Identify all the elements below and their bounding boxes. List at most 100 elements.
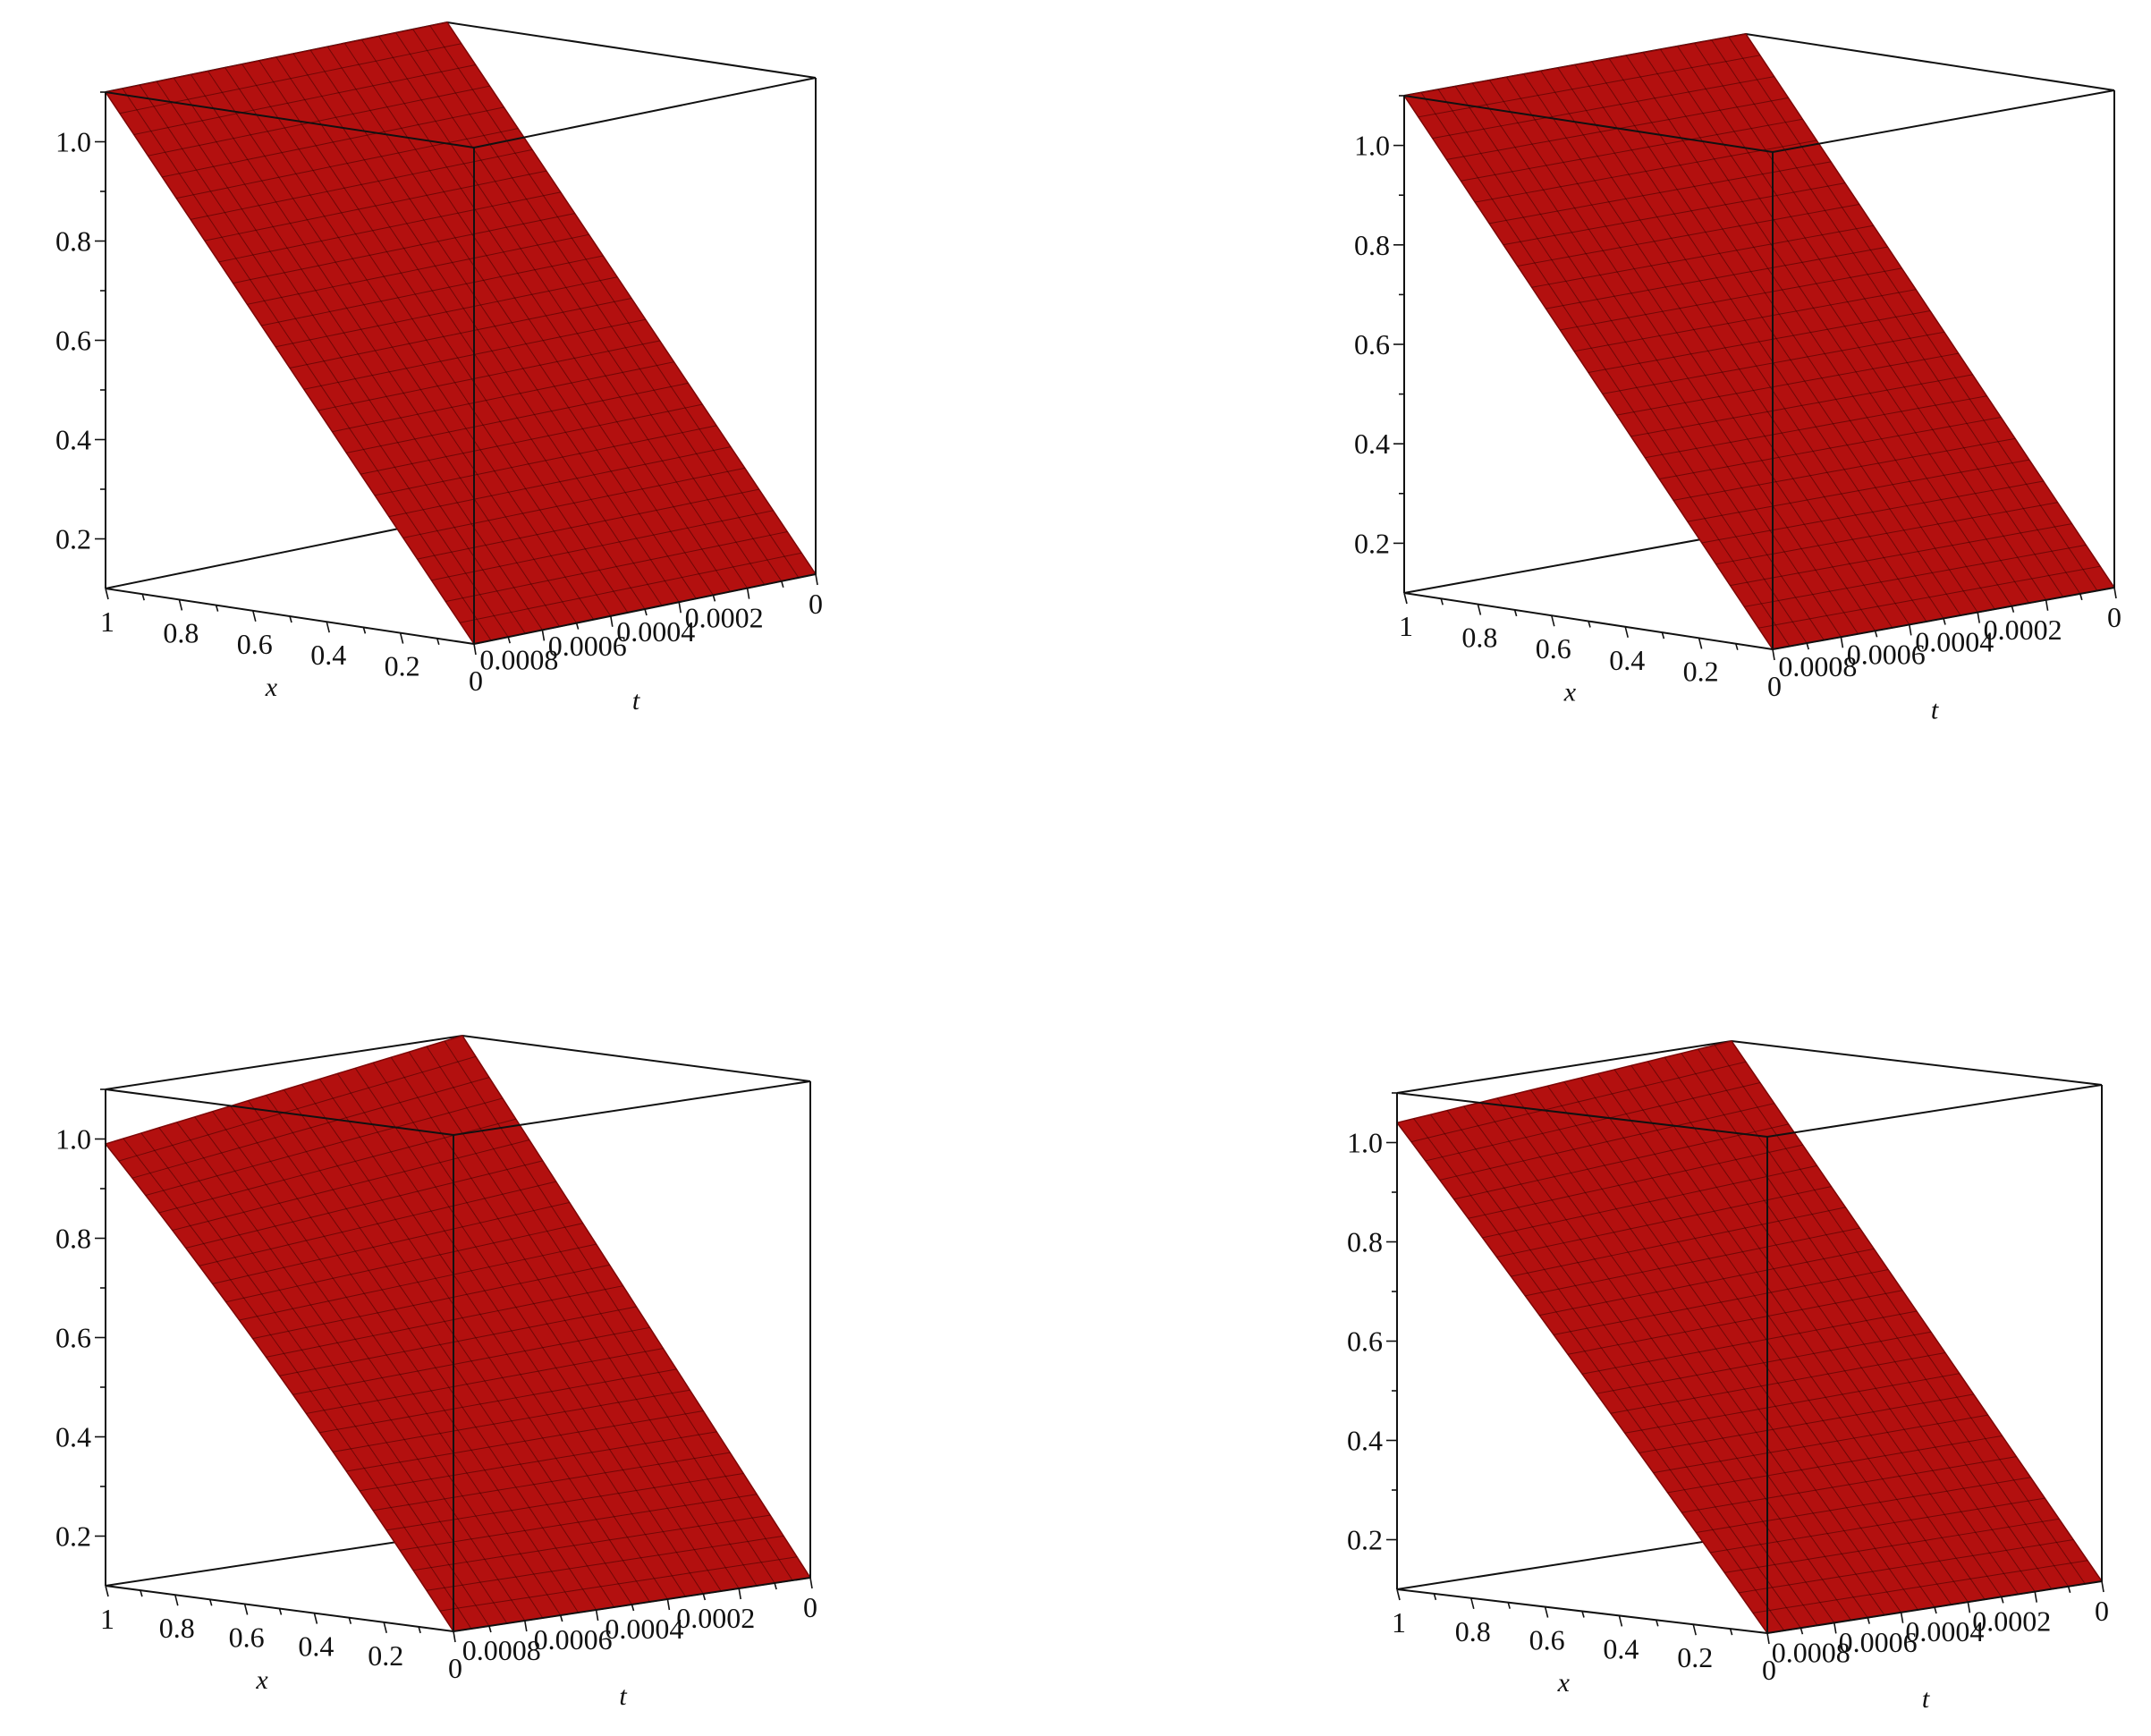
x-tick-mark — [1403, 592, 1408, 605]
t-tick-mark — [815, 573, 818, 586]
t-tick-label: 0 — [803, 1591, 817, 1623]
x-tick-mark — [1624, 626, 1629, 638]
surface-grid — [118, 1040, 798, 1630]
x-tick-mark — [383, 1622, 387, 1633]
t-tick-label: 0.0006 — [548, 630, 627, 662]
x-tick-label: 0.2 — [385, 650, 420, 682]
box-edge-top-back-left — [105, 1035, 463, 1090]
box-edge-top-back-right — [462, 1035, 811, 1082]
t-tick-label: 0.0002 — [1972, 1605, 2051, 1638]
t-tick-label: 0.0004 — [1915, 626, 1994, 658]
x-tick-mark — [1544, 1606, 1549, 1618]
t-tick-mark — [610, 615, 614, 627]
surface-panel-top-right: 1.00.80.60.40.21 0.8 0.6 0.4 0.2x 00.00080.00… — [1354, 33, 2121, 725]
x-axis-label: x — [1557, 1668, 1571, 1698]
t-tick-mark — [738, 1588, 741, 1600]
t-tick-label: 0.0002 — [685, 602, 764, 634]
t-tick-mark — [473, 643, 477, 656]
z-tick-label: 0.4 — [55, 424, 91, 456]
t-tick-mark — [666, 1598, 671, 1611]
z-tick-label: 0.2 — [1354, 527, 1390, 559]
t-tick-mark — [1840, 637, 1844, 648]
box-edge-top-back-right — [1731, 1040, 2103, 1086]
x-tick-label: 0.6 — [1536, 632, 1571, 665]
x-tick-label: 0.8 — [1455, 1615, 1491, 1647]
z-tick-label: 0.8 — [55, 225, 91, 258]
x-tick-mark — [243, 1604, 249, 1615]
x-tick-label: 0.8 — [163, 616, 199, 648]
t-tick-label: 0.0004 — [605, 1613, 683, 1645]
surface-grid — [1410, 1045, 2088, 1631]
t-axis-label: t — [632, 686, 640, 716]
t-tick-mark — [524, 1620, 528, 1632]
x-tick-mark — [1470, 1597, 1475, 1609]
t-tick-mark — [1900, 1612, 1904, 1623]
x-tick-mark — [1477, 604, 1482, 615]
t-axis-label: t — [1931, 696, 1939, 725]
t-tick-label: 0.0008 — [462, 1634, 541, 1666]
t-axis-label: t — [619, 1681, 627, 1711]
x-tick-mark — [313, 1613, 318, 1624]
z-tick-label: 0.6 — [1354, 328, 1390, 360]
t-tick-label: 0.0006 — [534, 1623, 613, 1656]
x-tick-mark — [1698, 638, 1703, 649]
t-tick-label: 0.0008 — [479, 643, 558, 675]
x-tick-label: 1 — [1399, 610, 1413, 642]
t-tick-label: 0.0008 — [1772, 1636, 1850, 1668]
t-tick-label: 0.0004 — [616, 615, 695, 648]
t-tick-label: 0.0004 — [1905, 1615, 1984, 1647]
surface-panel-top-left: 1.00.80.60.40.21 0.8 0.6 0.4 0.2x 00.00080.00… — [55, 21, 823, 716]
box-edge-top-front-right — [473, 77, 817, 148]
t-tick-mark — [2045, 599, 2049, 611]
x-tick-mark — [1551, 615, 1555, 627]
t-tick-mark — [1977, 612, 1980, 623]
x-tick-label: 0.4 — [298, 1630, 334, 1663]
box-edge-top-front-right — [453, 1080, 811, 1136]
x-tick-mark — [399, 632, 404, 644]
z-tick-label: 0.8 — [55, 1223, 91, 1255]
x-tick-mark — [1618, 1615, 1623, 1627]
z-tick-label: 0.6 — [55, 325, 91, 357]
t-tick-mark — [1772, 648, 1775, 661]
t-tick-label: 0 — [1767, 670, 1782, 702]
box-edge-back-bottom-left — [1403, 530, 1747, 594]
t-tick-mark — [2034, 1591, 2037, 1603]
x-tick-label: 0.6 — [1529, 1624, 1565, 1656]
surface-panel-bottom-right: 1.00.80.60.40.21 0.8 0.6 0.4 0.2x 00.00080.00… — [1347, 1040, 2109, 1714]
box-edge-top-front-right — [1772, 89, 2115, 153]
box-edge-back-bottom-left — [105, 518, 448, 589]
x-tick-label: 0.4 — [310, 639, 346, 671]
t-tick-mark — [809, 1577, 813, 1589]
x-tick-label: 1 — [1392, 1606, 1406, 1639]
z-tick-label: 0.4 — [55, 1421, 91, 1453]
surface-panel-bottom-left: 1.00.80.60.40.21 0.8 0.6 0.4 0.2x 00.00080.00… — [55, 1035, 817, 1711]
t-tick-label: 0 — [448, 1652, 462, 1684]
t-tick-label: 0 — [1762, 1654, 1776, 1686]
z-tick-label: 1.0 — [1354, 130, 1390, 162]
z-tick-label: 1.0 — [55, 1123, 91, 1156]
t-axis-label: t — [1922, 1684, 1930, 1714]
z-tick-label: 0.4 — [1347, 1425, 1383, 1457]
surface-grid — [1418, 37, 2101, 647]
t-tick-mark — [678, 602, 682, 614]
z-tick-label: 0.2 — [55, 523, 91, 555]
x-tick-label: 0.6 — [237, 628, 273, 660]
x-axis-label: x — [265, 673, 278, 702]
box-edge-top-front-left — [1396, 1092, 1768, 1138]
z-tick-label: 0.8 — [1347, 1226, 1383, 1258]
x-tick-mark — [1692, 1624, 1697, 1636]
x-tick-label: 1 — [100, 605, 114, 638]
t-tick-label: 0 — [809, 588, 823, 620]
z-tick-label: 0.2 — [55, 1520, 91, 1553]
t-tick-mark — [453, 1630, 456, 1643]
z-tick-label: 0.4 — [1354, 428, 1390, 460]
x-tick-label: 0.6 — [229, 1621, 265, 1653]
x-tick-mark — [105, 588, 109, 600]
t-tick-label: 0 — [2107, 601, 2121, 633]
x-tick-label: 0.4 — [1603, 1632, 1639, 1664]
t-tick-mark — [541, 630, 546, 641]
surface-mesh — [1395, 1040, 2104, 1634]
x-tick-mark — [178, 599, 183, 611]
x-tick-label: 0.2 — [1677, 1641, 1713, 1673]
